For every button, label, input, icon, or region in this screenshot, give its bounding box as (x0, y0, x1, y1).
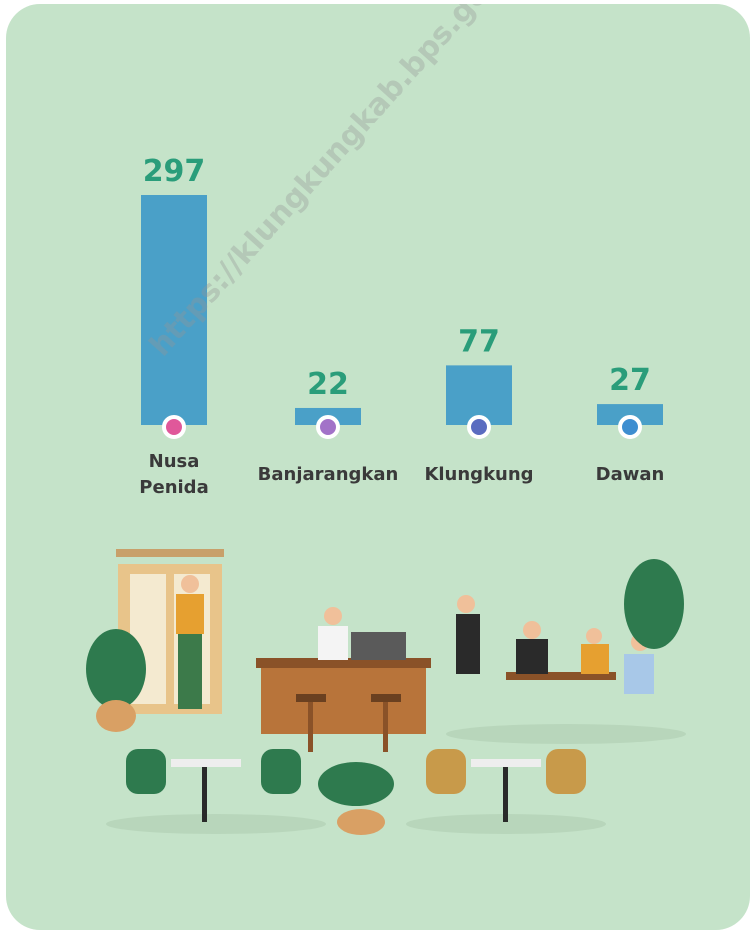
chart: 297 22 77 27 (86, 154, 686, 835)
category-dot (316, 415, 340, 439)
category-label: Nusa Penida (139, 451, 209, 498)
value-label: 27 (609, 363, 651, 398)
illustration (86, 549, 686, 835)
bar (597, 404, 663, 425)
category-dot (467, 415, 491, 439)
bar (141, 195, 207, 425)
card: 297 22 77 27 https://klungkungkab.bps.go.id… (6, 4, 750, 930)
category-label: Dawan (595, 464, 665, 485)
category-dot (162, 415, 186, 439)
category-label: Banjarangkan (257, 464, 399, 485)
value-label: 77 (458, 324, 500, 359)
category-label: Klungkung (424, 464, 534, 485)
value-label: 297 (143, 154, 206, 189)
category-dot (618, 415, 642, 439)
value-label: 22 (307, 367, 349, 402)
